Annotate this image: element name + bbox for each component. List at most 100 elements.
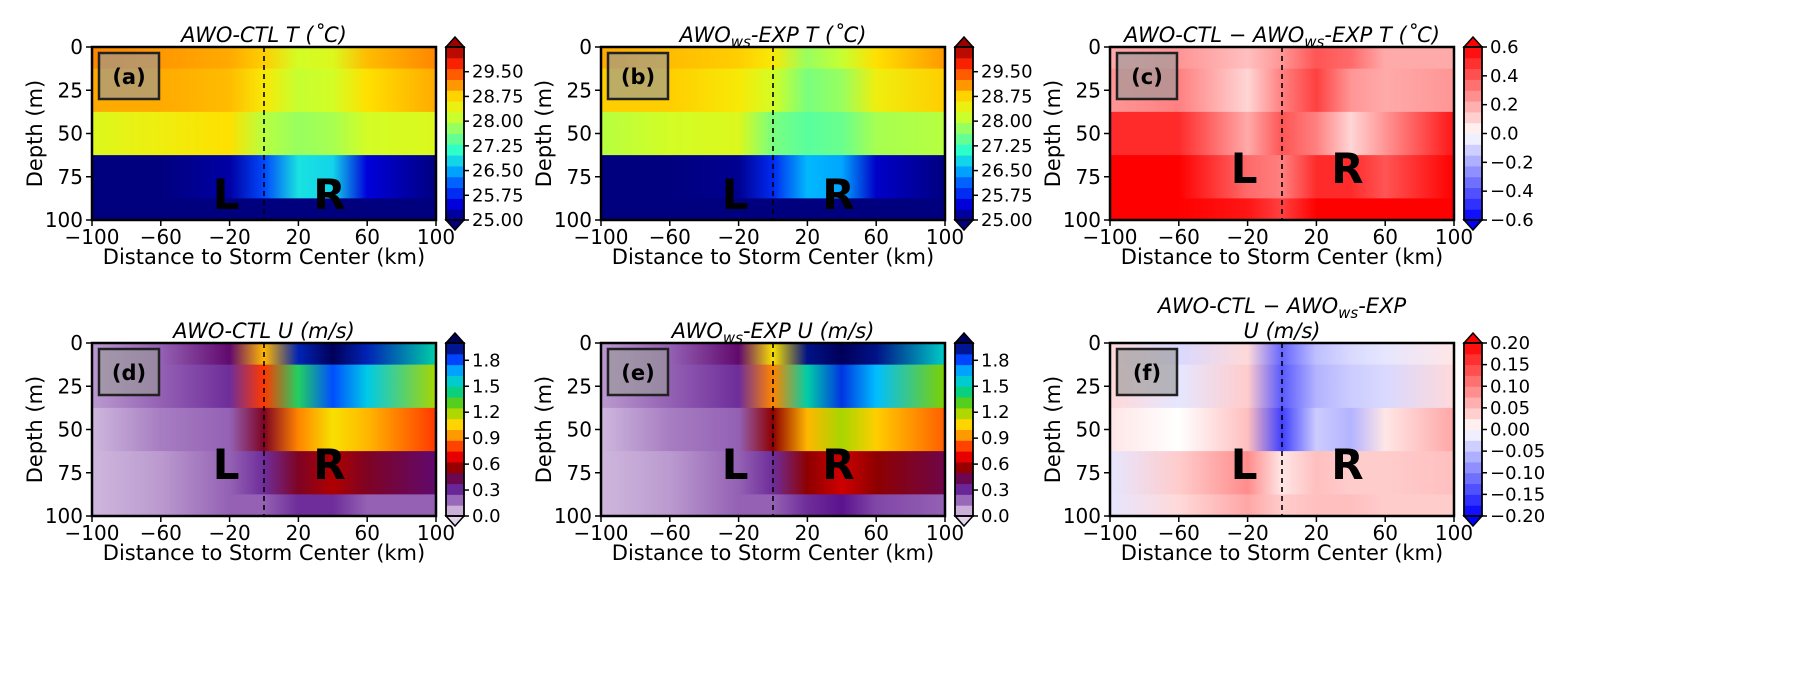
y-tick-label: 50 (58, 122, 83, 146)
colorbar-level (955, 472, 973, 485)
colorbar-level (446, 198, 464, 210)
colorbar-level (446, 397, 464, 409)
colorbar-level (955, 187, 973, 199)
colorbar-tick-label: 1.2 (472, 402, 501, 423)
region-label-l: L (213, 170, 240, 219)
colorbar-level (1464, 209, 1482, 221)
y-axis-label: Depth (m) (532, 376, 556, 483)
y-axis-label: Depth (m) (1041, 376, 1065, 483)
colorbar-tick-label: −0.2 (1490, 152, 1534, 173)
panel-title-line2: U (m/s) (1244, 319, 1321, 343)
colorbar-level (1464, 68, 1482, 80)
y-tick-label: 25 (567, 374, 592, 398)
x-tick-label: −60 (1158, 521, 1200, 545)
colorbar-level (1464, 407, 1482, 420)
colorbar: 0.200.150.100.050.00−0.05−0.10−0.15−0.20 (1462, 331, 1545, 528)
x-axis-label: Distance to Storm Center (km) (1121, 245, 1443, 269)
colorbar-level (446, 451, 464, 463)
colorbar-tick-label: 0.00 (1490, 420, 1530, 441)
colorbar: 29.50 28.75 28.00 27.25 26.50 25.75 25.00 (444, 35, 524, 232)
colorbar-level (955, 353, 973, 366)
y-tick-label: 50 (58, 418, 83, 442)
x-tick-label: 20 (1304, 521, 1329, 545)
colorbar-level (446, 494, 464, 506)
y-tick-label: 100 (1063, 208, 1101, 232)
colorbar-level (446, 47, 464, 59)
x-tick-label: 60 (863, 521, 888, 545)
colorbar-tick-label: 1.5 (472, 376, 501, 397)
colorbar-tick-label: 1.2 (981, 402, 1010, 423)
x-tick-label: 100 (417, 521, 455, 545)
colorbar-tick-label: 0.3 (472, 480, 501, 501)
region-label-l: L (213, 440, 240, 489)
colorbar-level (1464, 187, 1482, 199)
colorbar-level (1464, 483, 1482, 495)
colorbar: 29.50 28.75 28.00 27.25 26.50 25.75 25.00 (953, 35, 1033, 232)
colorbar-level (955, 364, 973, 376)
colorbar-level (955, 101, 973, 113)
colorbar-tick-label: 0.0 (1490, 124, 1519, 145)
colorbar-level (1464, 79, 1482, 91)
colorbar-level (446, 440, 464, 452)
x-axis-label: Distance to Storm Center (km) (103, 541, 425, 565)
colorbar-level (955, 57, 973, 70)
colorbar-tick-label: 0.9 (981, 428, 1010, 449)
colorbar-level (446, 57, 464, 70)
region-label-r: R (822, 170, 854, 219)
x-tick-label: −20 (717, 521, 759, 545)
x-tick-label: −60 (140, 225, 182, 249)
y-tick-label: 75 (58, 165, 83, 189)
colorbar-tick-label: 28.00 (472, 111, 524, 132)
colorbar-level (1464, 505, 1482, 517)
y-tick-label: 75 (567, 165, 592, 189)
colorbar-level (446, 209, 464, 221)
y-axis-label: Depth (m) (532, 80, 556, 187)
colorbar-tick-label: 28.75 (472, 86, 524, 107)
colorbar-tick-label: 0.20 (1490, 333, 1530, 354)
x-axis-label: Distance to Storm Center (km) (612, 245, 934, 269)
colorbar-level (955, 198, 973, 210)
x-tick-label: 100 (926, 225, 964, 249)
y-axis-label: Depth (m) (1041, 80, 1065, 187)
region-label-l: L (1231, 440, 1258, 489)
colorbar-tick-label: 0.6 (472, 454, 501, 475)
region-label-r: R (822, 440, 854, 489)
panel-title: AWO-CTL T (˚C) (179, 23, 347, 47)
y-tick-label: 25 (1076, 78, 1101, 102)
colorbar-level (446, 386, 464, 398)
colorbar-level (446, 483, 464, 495)
colorbar-tick-label: 27.25 (981, 136, 1033, 157)
y-tick-label: 0 (1088, 331, 1101, 355)
colorbar-tick-label: 0.6 (1490, 37, 1519, 58)
colorbar-tick-label: −0.10 (1490, 463, 1545, 484)
colorbar-level (1464, 461, 1482, 474)
colorbar-level (955, 90, 973, 102)
colorbar-frame (445, 342, 465, 517)
colorbar-level (446, 187, 464, 199)
colorbar-level (446, 176, 464, 189)
colorbar-level (446, 133, 464, 145)
colorbar-level (955, 397, 973, 409)
panel-label: (d) (112, 361, 146, 385)
colorbar-tick-label: 27.25 (472, 136, 524, 157)
x-tick-label: −100 (1083, 521, 1138, 545)
x-tick-label: −60 (140, 521, 182, 545)
colorbar-level (446, 343, 464, 355)
colorbar-level (955, 494, 973, 506)
x-tick-label: −20 (208, 225, 250, 249)
colorbar-level (955, 505, 973, 517)
colorbar-tick-label: −0.6 (1490, 210, 1534, 231)
region-label-l: L (722, 170, 749, 219)
colorbar-tick-label: 1.8 (472, 350, 501, 371)
colorbar-tick-label: 0.10 (1490, 376, 1530, 397)
y-tick-label: 0 (1088, 35, 1101, 59)
panel-title: AWO-CTL − AWOws-EXP (1156, 294, 1407, 322)
colorbar-level (955, 47, 973, 59)
y-tick-label: 50 (1076, 122, 1101, 146)
x-tick-label: −100 (65, 225, 120, 249)
colorbar-level (955, 386, 973, 398)
y-tick-label: 100 (554, 208, 592, 232)
colorbar-level (955, 165, 973, 178)
